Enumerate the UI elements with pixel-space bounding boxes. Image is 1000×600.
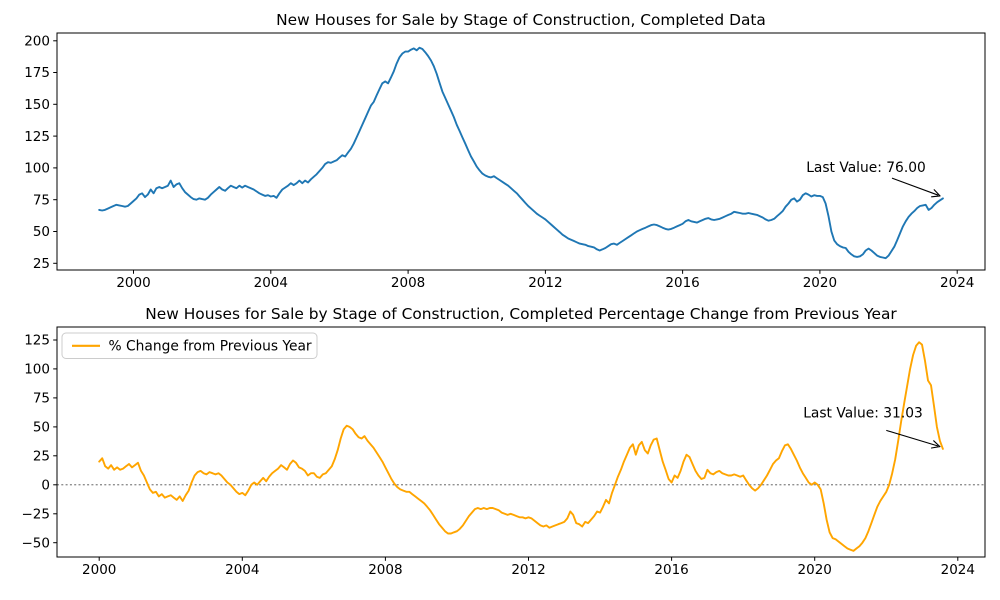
top-chart-title: New Houses for Sale by Stage of Construc… — [276, 11, 766, 29]
x-tick-label: 2024 — [940, 275, 974, 291]
x-tick-label: 2024 — [941, 562, 975, 578]
y-tick-label: 75 — [33, 391, 50, 407]
axes-frame — [56, 32, 986, 271]
top-last-value-annotation: Last Value: 76.00 — [806, 160, 926, 176]
annotation-arrow-head — [931, 195, 941, 198]
y-tick-label: 150 — [24, 97, 50, 113]
bottom-chart-pct-change: 2000 2004 2008 2012 2016 2020 2024 −50 −25 0 25 50 7… — [22, 326, 986, 578]
y-tick-label: 25 — [33, 256, 50, 272]
x-tick-label: 2016 — [654, 562, 688, 578]
x-tick-label: 2004 — [225, 562, 259, 578]
x-tick-label: 2020 — [798, 562, 832, 578]
legend-box — [61, 332, 318, 359]
y-tick-label: 75 — [33, 192, 50, 208]
y-tick-label: 175 — [24, 65, 50, 81]
annotation-arrow-shaft — [891, 177, 939, 196]
top-chart-completed-data: 2000 2004 2008 2012 2016 2020 2024 25 50 75 100 125… — [24, 32, 986, 291]
bottom-chart-title: New Houses for Sale by Stage of Construc… — [145, 305, 897, 323]
annotation-arrow-head — [933, 440, 941, 448]
x-tick-label: 2000 — [82, 562, 116, 578]
x-tick-label: 2016 — [665, 275, 699, 291]
completed-data-line — [98, 46, 944, 260]
y-tick-label: 100 — [24, 161, 50, 177]
pct-change-line — [98, 341, 944, 552]
annotation-arrow-shaft — [886, 429, 939, 447]
x-tick-label: 2012 — [511, 562, 545, 578]
y-tick-label: 50 — [33, 420, 50, 436]
axes-frame — [56, 326, 986, 558]
annotation-arrow-head — [930, 446, 941, 449]
y-tick-label: −25 — [22, 507, 51, 523]
y-tick-label: 50 — [33, 224, 50, 240]
y-tick-label: 100 — [24, 362, 50, 378]
y-tick-label: 0 — [41, 478, 50, 494]
y-tick-label: 125 — [24, 333, 50, 349]
legend-label: % Change from Previous Year — [109, 339, 312, 355]
x-tick-label: 2008 — [391, 275, 425, 291]
y-tick-label: −50 — [22, 535, 51, 551]
y-tick-label: 25 — [33, 449, 50, 465]
annotation-arrow-head — [933, 189, 941, 197]
x-tick-label: 2004 — [254, 275, 288, 291]
bottom-last-value-annotation: Last Value: 31.03 — [803, 406, 923, 422]
y-tick-label: 125 — [24, 129, 50, 145]
x-tick-label: 2000 — [116, 275, 150, 291]
y-tick-label: 200 — [24, 34, 50, 50]
x-tick-label: 2020 — [803, 275, 837, 291]
x-tick-label: 2012 — [528, 275, 562, 291]
x-tick-label: 2008 — [368, 562, 402, 578]
